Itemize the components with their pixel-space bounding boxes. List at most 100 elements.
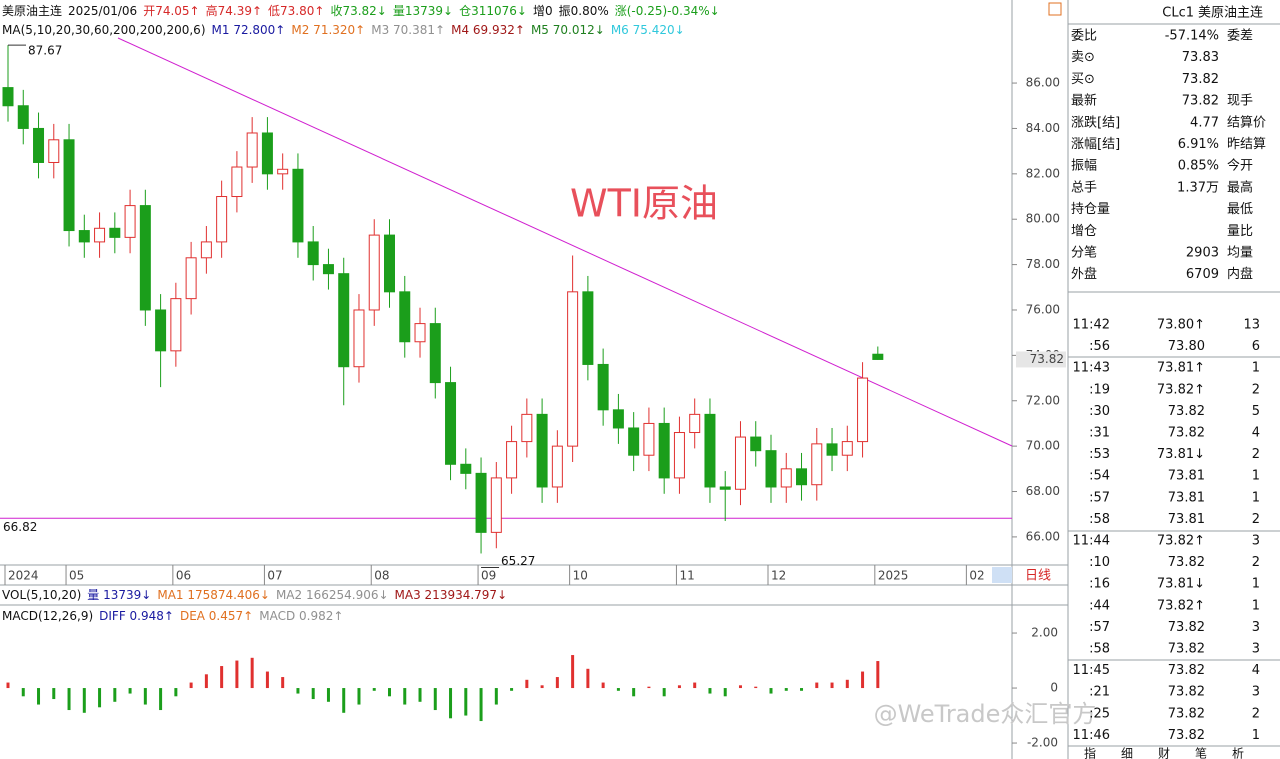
trade-price: 73.82 [1168, 426, 1205, 441]
quote-value: 73.82 [1182, 94, 1219, 109]
trade-price: 73.81↓ [1157, 577, 1205, 592]
quote-value: 0.85% [1178, 159, 1219, 174]
candle-body [216, 196, 228, 243]
candle-body [322, 264, 334, 275]
trade-price: 73.81 [1168, 512, 1205, 527]
trade-time: :30 [1089, 404, 1110, 419]
candle-body [353, 309, 365, 368]
watermark: @WeTrade众汇官方 [874, 700, 1097, 728]
trade-time: :58 [1089, 642, 1110, 657]
panel-tab[interactable]: 细 [1121, 747, 1133, 759]
quote-value: 2903 [1186, 246, 1219, 261]
trade-time: :58 [1089, 512, 1110, 527]
candle-body [841, 441, 853, 456]
x-tick-label: 2025 [878, 569, 909, 583]
trade-volume: 1 [1252, 469, 1260, 484]
info-segment: 增0 [533, 4, 553, 18]
y-tick-label: -2.00 [1027, 736, 1058, 750]
candle-body [780, 468, 792, 488]
trade-time: :54 [1089, 469, 1110, 484]
trade-price: 73.82↑ [1157, 382, 1205, 397]
trade-volume: 6 [1252, 339, 1260, 354]
trade-volume: 5 [1252, 404, 1260, 419]
quote-value: -57.14% [1165, 29, 1219, 44]
trade-price: 73.81 [1168, 469, 1205, 484]
candle-body [33, 127, 45, 163]
info-segment: 收73.82↓ [330, 4, 386, 18]
quote-label: 卖⊙ [1071, 50, 1095, 65]
candle-body [536, 413, 548, 488]
trade-time: :31 [1089, 426, 1110, 441]
trade-price: 73.82↑ [1157, 534, 1205, 549]
trade-time: :57 [1089, 490, 1110, 505]
trade-price: 73.82 [1168, 620, 1205, 635]
y-tick-label: 0 [1050, 681, 1058, 695]
x-tick-label: 09 [481, 569, 496, 583]
symbol-name: 美原油主连 [1198, 5, 1263, 21]
trade-volume: 2 [1252, 382, 1260, 397]
quote-label2: 今开 [1227, 158, 1253, 174]
quote-label: 委比 [1071, 29, 1097, 44]
quote-label2: 结算价 [1227, 115, 1266, 130]
candle-body [261, 132, 273, 175]
trade-time: :25 [1089, 706, 1110, 721]
trade-time: :19 [1089, 382, 1110, 397]
support-label: 66.82 [3, 520, 37, 534]
quote-label: 总手 [1071, 180, 1097, 195]
candle-body [765, 450, 777, 488]
candle-body [612, 409, 624, 429]
quote-label: 持仓量 [1071, 202, 1110, 217]
trade-price: 73.82 [1168, 663, 1205, 678]
trade-time: 11:44 [1073, 534, 1110, 549]
candle-body [307, 241, 319, 266]
candle-body [277, 168, 289, 175]
info-segment: 涨(-0.25)-0.34%↓ [615, 3, 720, 18]
info-segment: MA1 175874.406↓ [157, 588, 270, 602]
last-price-label: 73.82 [1030, 352, 1064, 366]
panel-tab[interactable]: 财 [1158, 747, 1170, 759]
quote-label: 涨幅[结] [1071, 137, 1120, 152]
annotation: WTI原油 [570, 182, 718, 226]
panel-tab[interactable]: 析 [1232, 747, 1244, 759]
y-tick-label: 76.00 [1026, 302, 1060, 316]
quote-label2: 最低 [1227, 202, 1253, 217]
trade-time: :21 [1089, 685, 1110, 700]
trade-volume: 3 [1252, 685, 1260, 700]
x-tick-label: 07 [267, 569, 282, 583]
panel-tab[interactable]: 指 [1084, 746, 1096, 759]
info-line: 美原油主连 2025/01/06 开74.05↑ 高74.39↑ 低73.80↑ 收73.… [2, 3, 720, 18]
trade-volume: 2 [1252, 706, 1260, 721]
trade-time: :44 [1089, 598, 1110, 613]
candle-body [399, 291, 411, 343]
quote-label: 振幅 [1071, 159, 1097, 174]
candle-body [246, 132, 258, 168]
trade-time: :10 [1089, 555, 1110, 570]
trade-time: :53 [1089, 447, 1110, 462]
candle-body [567, 291, 579, 447]
candle-body [78, 230, 90, 243]
panel-tab[interactable]: 笔 [1195, 746, 1207, 759]
info-segment: 量 13739↓ [87, 588, 151, 602]
y-tick-label: 86.00 [1026, 76, 1060, 90]
x-tick-label: 02 [969, 569, 984, 583]
symbol-code: CLc1 [1162, 6, 1194, 21]
info-segment: 2025/01/06 [68, 4, 137, 18]
trade-volume: 1 [1252, 728, 1260, 743]
trade-price: 73.81↓ [1157, 447, 1205, 462]
candle-body [460, 463, 472, 474]
quote-label2: 内盘 [1227, 266, 1253, 282]
quote-label2: 均量 [1227, 246, 1253, 261]
trade-price: 73.82 [1168, 706, 1205, 721]
y-tick-label: 80.00 [1026, 212, 1060, 226]
info-line: MA(5,10,20,30,60,200,200,200,6) M1 72.800… [2, 23, 685, 37]
info-line: MACD(12,26,9) DIFF 0.948↑ DEA 0.457↑ MACD 0… [2, 609, 343, 623]
candle-body [734, 436, 746, 490]
high-label: 87.67 [28, 44, 62, 58]
trade-price: 73.80 [1168, 339, 1205, 354]
candle-body [384, 234, 395, 293]
y-tick-label: 68.00 [1026, 484, 1060, 498]
candle-body [490, 477, 502, 533]
quote-value: 4.77 [1190, 115, 1219, 130]
candle-body [414, 323, 426, 343]
